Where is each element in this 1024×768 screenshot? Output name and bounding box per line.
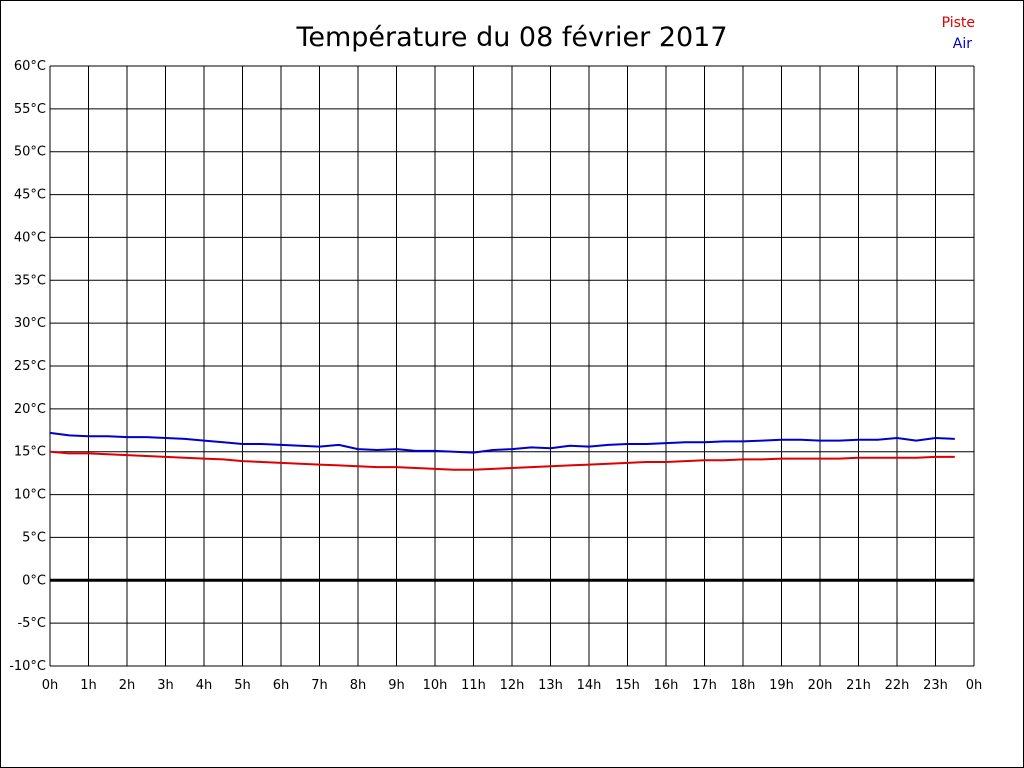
x-tick-label: 3h bbox=[157, 678, 174, 693]
x-tick-label: 21h bbox=[846, 678, 871, 693]
x-tick-label: 16h bbox=[654, 678, 679, 693]
y-tick-label: 35°C bbox=[14, 273, 46, 288]
series-line-air bbox=[49, 431, 955, 454]
x-tick-label: 0h bbox=[42, 678, 59, 693]
x-tick-label: 22h bbox=[885, 678, 910, 693]
x-tick-label: 4h bbox=[196, 678, 213, 693]
x-tick-label: 5h bbox=[234, 678, 251, 693]
y-tick-label: 55°C bbox=[14, 102, 46, 117]
grid-lines bbox=[49, 65, 975, 667]
x-tick-label: 9h bbox=[388, 678, 405, 693]
x-tick-label: 15h bbox=[615, 678, 640, 693]
x-tick-label: 7h bbox=[311, 678, 328, 693]
y-tick-label: 10°C bbox=[14, 488, 46, 503]
y-tick-label: 50°C bbox=[14, 145, 46, 160]
x-tick-label: 13h bbox=[538, 678, 563, 693]
x-tick-label: 17h bbox=[692, 678, 717, 693]
y-tick-label: 15°C bbox=[14, 445, 46, 460]
y-tick-label: 20°C bbox=[14, 402, 46, 417]
series-layer bbox=[49, 431, 955, 471]
series-line-piste bbox=[49, 450, 955, 471]
x-tick-label: 19h bbox=[769, 678, 794, 693]
x-tick-label: 1h bbox=[80, 678, 97, 693]
y-tick-label: 40°C bbox=[14, 230, 46, 245]
y-tick-label: 45°C bbox=[14, 188, 46, 203]
x-tick-label: 10h bbox=[423, 678, 448, 693]
y-tick-label: 25°C bbox=[14, 359, 46, 374]
y-axis-tick-labels: 60°C 55°C 50°C 45°C 40°C 35°C 30°C 25°C 20°C 15°C… bbox=[9, 59, 46, 674]
x-tick-label: 11h bbox=[461, 678, 486, 693]
chart-title: Température du 08 février 2017 bbox=[295, 22, 727, 53]
x-tick-label: 8h bbox=[350, 678, 367, 693]
x-axis-tick-labels: 0h 1h 2h 3h 4h 5h 6h 7h 8h 9h 10h 11h 12h 13h 14h 15h 16… bbox=[42, 678, 983, 693]
y-tick-label: 30°C bbox=[14, 316, 46, 331]
x-tick-label: 18h bbox=[731, 678, 756, 693]
legend-entry-piste: Piste bbox=[942, 15, 975, 31]
legend-entry-air: Air bbox=[953, 36, 972, 52]
y-tick-label: 60°C bbox=[14, 59, 46, 74]
x-tick-label: 0h bbox=[966, 678, 983, 693]
x-tick-label: 6h bbox=[273, 678, 290, 693]
legend: Piste Air bbox=[942, 15, 975, 52]
x-tick-label: 23h bbox=[923, 678, 948, 693]
y-tick-label: 0°C bbox=[22, 573, 46, 588]
x-tick-label: 12h bbox=[500, 678, 525, 693]
x-tick-label: 2h bbox=[119, 678, 136, 693]
y-tick-label: 5°C bbox=[22, 530, 46, 545]
y-tick-label: -10°C bbox=[9, 659, 46, 674]
x-tick-label: 20h bbox=[808, 678, 833, 693]
y-tick-label: -5°C bbox=[17, 616, 46, 631]
x-tick-label: 14h bbox=[577, 678, 602, 693]
